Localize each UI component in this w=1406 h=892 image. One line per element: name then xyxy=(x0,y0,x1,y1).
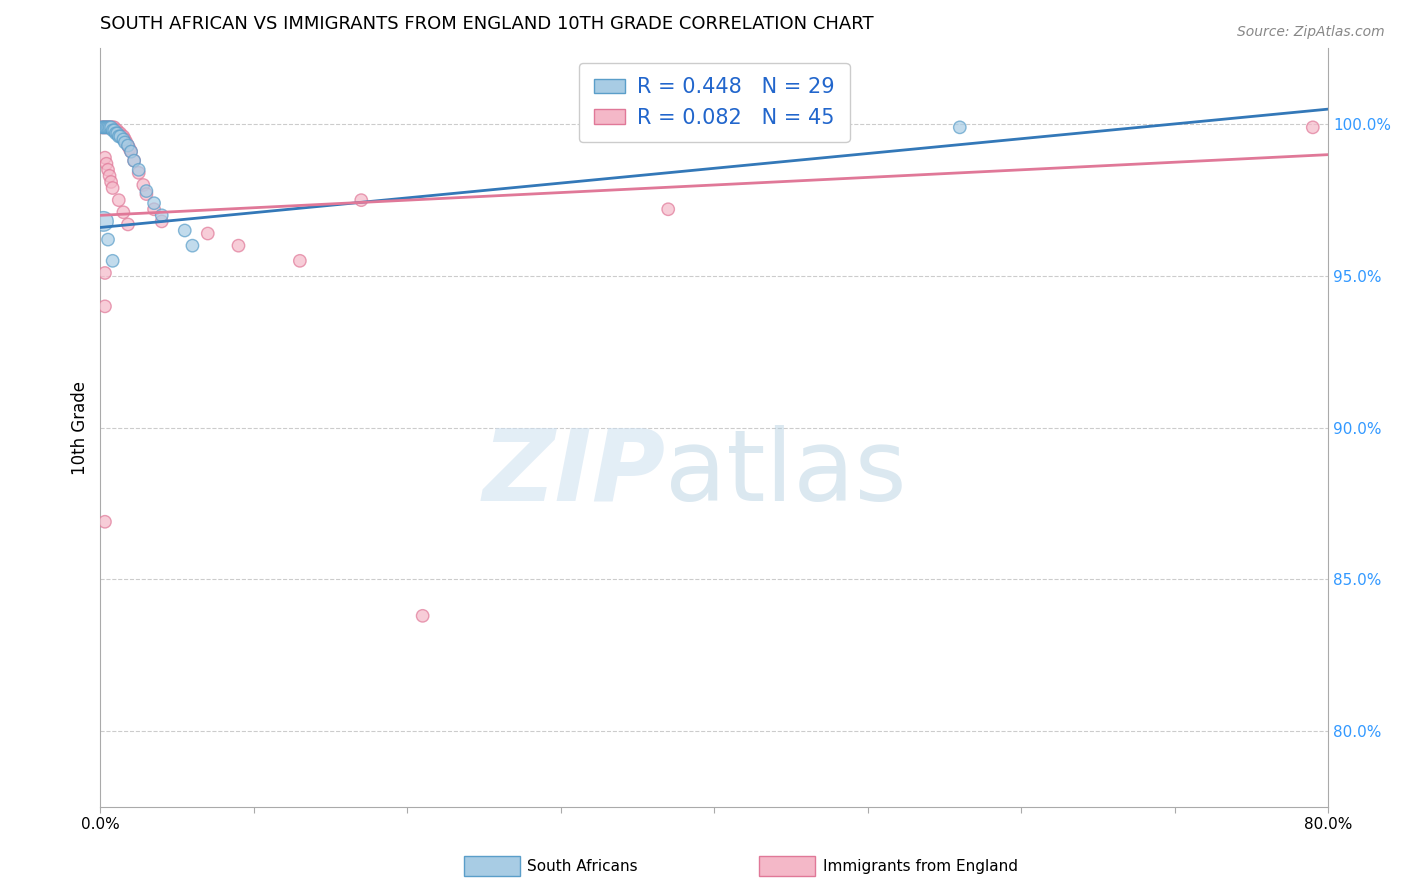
Point xyxy=(122,153,145,168)
Point xyxy=(111,129,134,144)
Point xyxy=(117,138,139,153)
Point xyxy=(100,175,122,189)
Point xyxy=(96,157,118,171)
Point xyxy=(1302,120,1324,135)
Point xyxy=(132,178,155,192)
Point xyxy=(110,127,132,141)
Point xyxy=(150,214,173,228)
Point xyxy=(412,608,434,623)
Point xyxy=(135,187,157,202)
Point xyxy=(128,166,150,180)
Point xyxy=(949,120,972,135)
Point xyxy=(143,202,166,217)
Point xyxy=(101,120,124,135)
Point xyxy=(94,266,117,280)
Point xyxy=(135,184,157,198)
Point xyxy=(110,129,132,144)
Point xyxy=(117,138,139,153)
Point xyxy=(181,238,204,252)
Point xyxy=(150,208,173,222)
Point xyxy=(90,120,112,135)
Point xyxy=(93,120,115,135)
Point xyxy=(96,120,118,135)
Point xyxy=(128,162,150,177)
Point xyxy=(107,193,129,207)
Point xyxy=(98,120,121,135)
Point xyxy=(115,136,138,150)
Point xyxy=(101,181,124,195)
Point xyxy=(100,120,122,135)
Point xyxy=(98,169,121,183)
Text: SOUTH AFRICAN VS IMMIGRANTS FROM ENGLAND 10TH GRADE CORRELATION CHART: SOUTH AFRICAN VS IMMIGRANTS FROM ENGLAND… xyxy=(100,15,875,33)
Point xyxy=(93,120,115,135)
Point xyxy=(197,227,219,241)
Point xyxy=(101,123,124,137)
Point xyxy=(112,129,135,144)
Point xyxy=(105,127,128,141)
Point xyxy=(97,120,120,135)
Point xyxy=(350,193,373,207)
Legend: R = 0.448   N = 29, R = 0.082   N = 45: R = 0.448 N = 29, R = 0.082 N = 45 xyxy=(579,62,849,142)
Point xyxy=(94,151,117,165)
Point xyxy=(122,153,145,168)
Point xyxy=(657,202,679,217)
Point xyxy=(288,253,311,268)
Point xyxy=(105,123,128,137)
Point xyxy=(100,120,122,135)
Text: Source: ZipAtlas.com: Source: ZipAtlas.com xyxy=(1237,25,1385,39)
Point xyxy=(114,136,136,150)
Point xyxy=(96,120,118,135)
Point xyxy=(173,223,195,237)
Point xyxy=(94,120,117,135)
Point xyxy=(749,117,772,131)
Point xyxy=(120,145,142,159)
Point xyxy=(112,205,135,219)
Point xyxy=(98,120,121,135)
Text: South Africans: South Africans xyxy=(527,859,638,873)
Point xyxy=(94,120,117,135)
Text: atlas: atlas xyxy=(665,425,907,522)
Point xyxy=(120,145,142,159)
Y-axis label: 10th Grade: 10th Grade xyxy=(72,381,89,475)
Point xyxy=(228,238,250,252)
Point xyxy=(94,515,117,529)
Text: ZIP: ZIP xyxy=(482,425,665,522)
Point xyxy=(104,123,127,137)
Point xyxy=(103,123,125,137)
Point xyxy=(143,196,166,211)
Point xyxy=(97,162,120,177)
Point xyxy=(103,120,125,135)
Point xyxy=(97,120,120,135)
Point xyxy=(97,233,120,247)
Point xyxy=(117,218,139,232)
Point xyxy=(107,129,129,144)
Point xyxy=(94,299,117,313)
Point xyxy=(101,253,124,268)
Point xyxy=(114,132,136,146)
Point xyxy=(118,142,141,156)
Point xyxy=(107,127,129,141)
Point xyxy=(104,127,127,141)
Text: Immigrants from England: Immigrants from England xyxy=(823,859,1018,873)
Point xyxy=(90,120,112,135)
Point xyxy=(112,132,135,146)
Point xyxy=(93,214,115,228)
